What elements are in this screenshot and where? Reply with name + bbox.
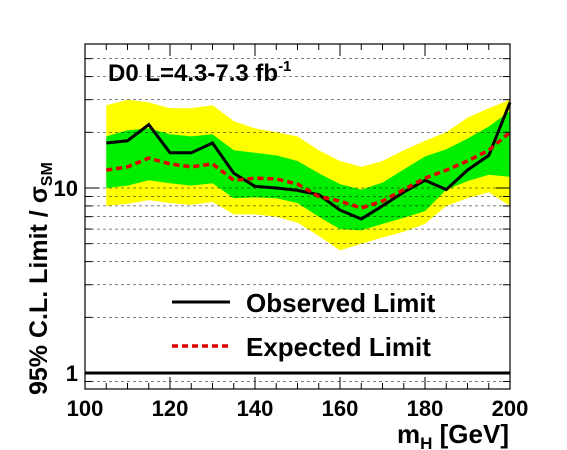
x-tick-label: 200 xyxy=(492,396,529,421)
limit-curves xyxy=(106,101,512,221)
annotation-superscript: -1 xyxy=(278,58,291,75)
x-tick-label: 140 xyxy=(237,396,274,421)
x-tick-label: 120 xyxy=(152,396,189,421)
chart-annotation: D0 L=4.3-7.3 fb-1 xyxy=(108,58,291,87)
expected-limit-line xyxy=(106,130,512,210)
y-tick-label: 1 xyxy=(66,361,78,386)
x-tick-label: 160 xyxy=(322,396,359,421)
axis-ticks xyxy=(84,44,511,389)
y-axis-label: 95% C.L. Limit / σSM xyxy=(25,162,56,395)
y-tick-label: 10 xyxy=(54,176,78,201)
tick-labels: 100 120 140 160 180 200 1 10 xyxy=(54,176,529,421)
band-one-sigma xyxy=(106,111,511,231)
legend-expected-label: Expected Limit xyxy=(246,332,431,362)
legend-observed-label: Observed Limit xyxy=(246,288,436,318)
horizontal-grid xyxy=(85,58,510,382)
x-axis-label: mH [GeV] xyxy=(397,419,509,450)
x-tick-label: 100 xyxy=(67,396,104,421)
uncertainty-bands xyxy=(106,99,511,251)
x-axis-label-subscript: H xyxy=(420,434,432,450)
legend: Observed Limit Expected Limit xyxy=(172,288,436,362)
x-tick-label: 180 xyxy=(407,396,444,421)
y-axis-label-subscript: SM xyxy=(39,162,56,186)
observed-limit-line xyxy=(106,101,512,221)
